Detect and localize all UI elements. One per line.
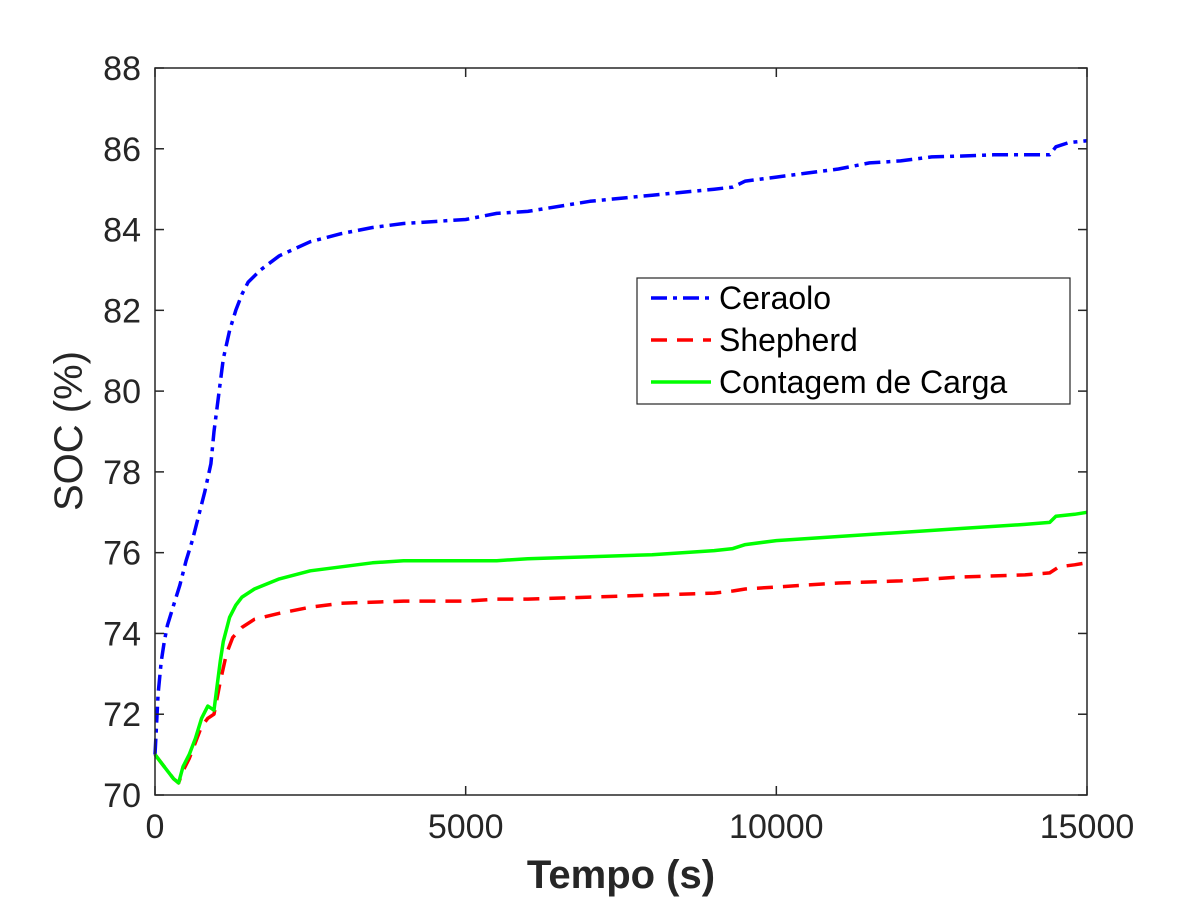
x-tick-label: 0	[146, 808, 165, 846]
x-tick-label: 10000	[729, 808, 824, 846]
y-tick-label: 86	[103, 131, 141, 169]
y-tick-label: 70	[103, 777, 141, 815]
legend-label-0: Ceraolo	[719, 280, 831, 316]
y-tick-label: 78	[103, 454, 141, 492]
series-line-0	[153, 138, 1088, 755]
y-tick-label: 76	[103, 535, 141, 573]
y-tick-label: 74	[103, 615, 141, 653]
legend: Ceraolo Shepherd Contagem de Carga	[636, 277, 1071, 405]
x-tick-label: 5000	[428, 808, 504, 846]
y-tick-label: 80	[103, 373, 141, 411]
legend-label-1: Shepherd	[719, 322, 858, 358]
y-tick-label: 82	[103, 292, 141, 330]
y-tick-label: 72	[103, 696, 141, 734]
x-tick-label: 15000	[1040, 808, 1135, 846]
series-layer	[153, 138, 1088, 785]
y-tick-label: 88	[103, 50, 141, 88]
plot-frame	[154, 67, 1088, 796]
tick-layer: 0 5000 10000 15000 70 72 74 76 78 80 82 84 86 88	[103, 50, 1134, 846]
series-line-2	[153, 510, 1088, 785]
legend-label-2: Contagem de Carga	[719, 364, 1007, 400]
x-axis-title: Tempo (s)	[527, 853, 715, 897]
y-tick-label: 84	[103, 212, 141, 250]
series-line-1	[153, 561, 1088, 785]
y-axis-title: SOC (%)	[47, 351, 91, 511]
plot-area	[155, 68, 1087, 795]
